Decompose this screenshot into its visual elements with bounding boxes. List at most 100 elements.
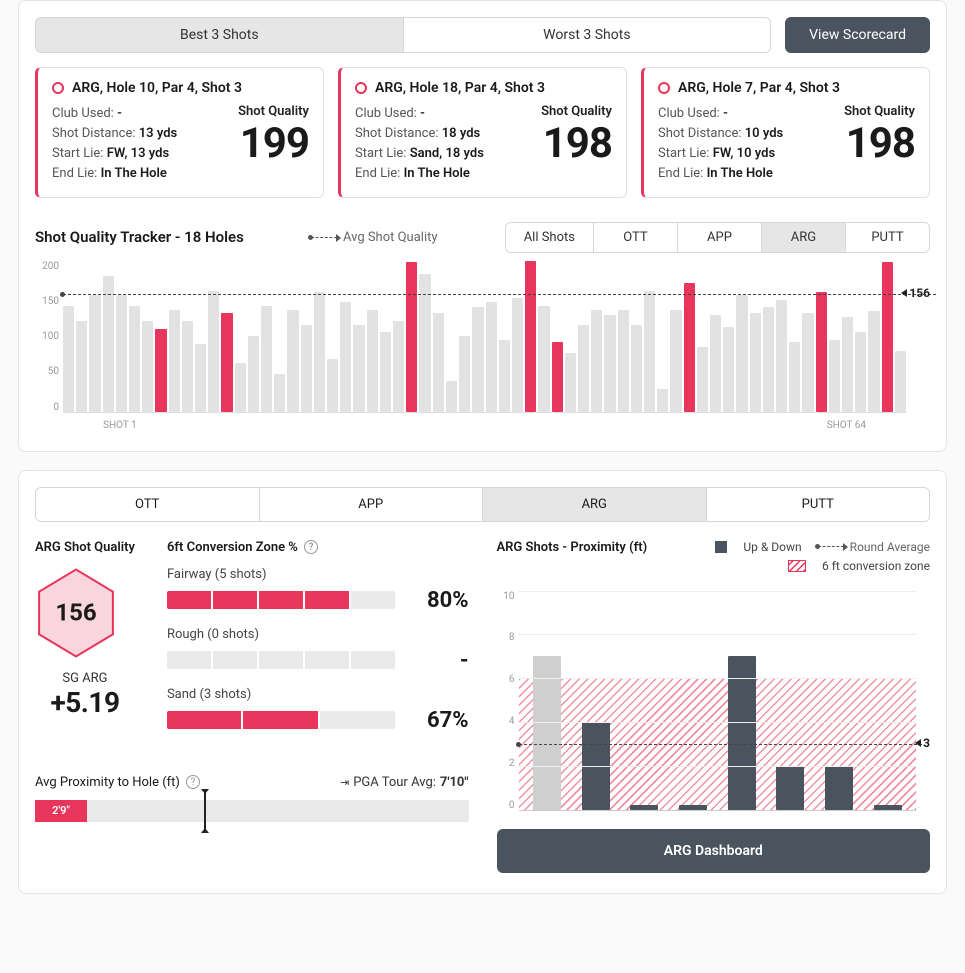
prox-bar [533,656,561,809]
help-icon[interactable]: ? [186,775,200,789]
prox-bar [728,656,756,809]
tracker-bar [525,261,536,411]
prox-bar [825,766,853,810]
shot-card[interactable]: ARG, Hole 18, Par 4, Shot 3 Club Used: -… [338,67,627,198]
tracker-bar [631,325,642,412]
tracker-bar [538,306,549,412]
help-icon[interactable]: ? [304,540,318,554]
tracker-bar [221,313,232,411]
tab-worst-shots[interactable]: Worst 3 Shots [403,18,771,52]
detail-tabs: OTTAPPARGPUTT [35,487,930,522]
tracker-bar [169,310,180,412]
tracker-bar [842,317,853,411]
tracker-bar [182,321,193,412]
quality-label: Shot Quality [541,104,612,119]
tracker-bar [789,342,800,411]
tracker-bar [882,262,893,411]
tracker-bar [657,389,668,412]
detail-grid: ARG Shot Quality 156 SG ARG +5.19 6ft [35,540,930,873]
tab-best-shots[interactable]: Best 3 Shots [36,18,403,52]
avg-legend-label: Avg Shot Quality [343,230,438,245]
tracker-bar [644,291,655,412]
tracker-bar [855,332,866,411]
avg-legend: Avg Shot Quality [311,230,438,245]
conversion-bar [167,711,395,729]
tracker-bar [802,313,813,411]
tracker-bar [433,313,444,411]
ring-icon [355,82,367,94]
prox-bar [776,766,804,810]
detail-tab-ott[interactable]: OTT [36,488,259,521]
tracker-bar [670,310,681,412]
tracker-bar [367,310,378,412]
tracker-tab-ott[interactable]: OTT [593,223,677,252]
legend-zone: 6 ft conversion zone [822,559,930,573]
detail-tab-app[interactable]: APP [259,488,483,521]
tracker-tab-putt[interactable]: PUTT [845,223,929,252]
tracker-bar [248,336,259,412]
tracker-tab-arg[interactable]: ARG [761,223,845,252]
shot-panel: Best 3 Shots Worst 3 Shots View Scorecar… [18,0,947,452]
tracker-bar [829,340,840,412]
avg-prox-bar: 2'9" [35,800,469,822]
tracker-bar [684,283,695,411]
tracker-bar [274,374,285,412]
tracker-bar [314,292,325,411]
conversion-block: 6ft Conversion Zone % ? Fairway (5 shots… [167,540,469,747]
tracker-bar [301,325,312,412]
shot-card[interactable]: ARG, Hole 7, Par 4, Shot 3 Club Used: - … [641,67,930,198]
tracker-chart: 200150100500 156 SHOT 1 SHOT 64 [63,261,930,431]
tracker-bar [868,311,879,411]
quality-label: Shot Quality [238,104,309,119]
tracker-bar [393,321,404,412]
tracker-bar [565,353,576,412]
detail-tab-putt[interactable]: PUTT [706,488,930,521]
conversion-label: Sand (3 shots) [167,687,469,702]
conversion-item: Sand (3 shots) 67% [167,687,469,733]
prox-avg-line [519,744,923,745]
detail-panel: OTTAPPARGPUTT ARG Shot Quality 156 SG AR… [18,470,947,894]
tracker-bar [697,347,708,411]
tracker-tabs: All ShotsOTTAPPARGPUTT [505,222,930,253]
right-column: ARG Shots - Proximity (ft) Up & Down Rou… [497,540,931,873]
tracker-bar [459,336,470,412]
conversion-bar [167,591,395,609]
conversion-pct: 80% [413,588,469,613]
conversion-item: Fairway (5 shots) 80% [167,567,469,613]
quality-hexagon: 156 [35,567,117,659]
tracker-avg-marker: 156 [901,286,930,300]
tracker-bar [76,321,87,412]
ring-icon [658,82,670,94]
legend-updown: Up & Down [743,540,801,554]
tracker-bar [578,325,589,412]
legend-avg: Round Average [850,540,930,554]
tracker-bar [116,295,127,412]
tracker-bar [235,363,246,412]
shot-card[interactable]: ARG, Hole 10, Par 4, Shot 3 Club Used: -… [35,67,324,198]
tracker-bar [446,381,457,411]
arg-dashboard-button[interactable]: ARG Dashboard [497,829,931,873]
detail-tab-arg[interactable]: ARG [482,488,706,521]
quality-value: 198 [541,119,612,168]
tracker-bar [895,351,906,411]
tracker-tab-app[interactable]: APP [677,223,761,252]
tracker-title: Shot Quality Tracker - 18 Holes [35,228,244,246]
prox-bar [630,805,658,809]
left-column: ARG Shot Quality 156 SG ARG +5.19 6ft [35,540,469,873]
tracker-bar [776,300,787,412]
shot-toggle: Best 3 Shots Worst 3 Shots [35,17,771,53]
sg-value: +5.19 [35,686,135,719]
tracker-bar [89,295,100,412]
tracker-bar [63,306,74,412]
tracker-bar [327,359,338,412]
shot-stats: Club Used: - Shot Distance: 10 yds Start… [658,104,783,185]
tracker-bar [340,302,351,411]
conversion-item: Rough (0 shots) - [167,627,469,673]
arg-quality-block: ARG Shot Quality 156 SG ARG +5.19 [35,540,135,747]
view-scorecard-button[interactable]: View Scorecard [785,17,930,53]
avg-prox-header: Avg Proximity to Hole (ft) ? ⇥ PGA Tour … [35,775,469,790]
shot-stats: Club Used: - Shot Distance: 18 yds Start… [355,104,484,185]
tracker-x-end: SHOT 64 [827,420,866,431]
prox-chart-title: ARG Shots - Proximity (ft) [497,540,648,555]
tracker-tab-all-shots[interactable]: All Shots [506,223,593,252]
